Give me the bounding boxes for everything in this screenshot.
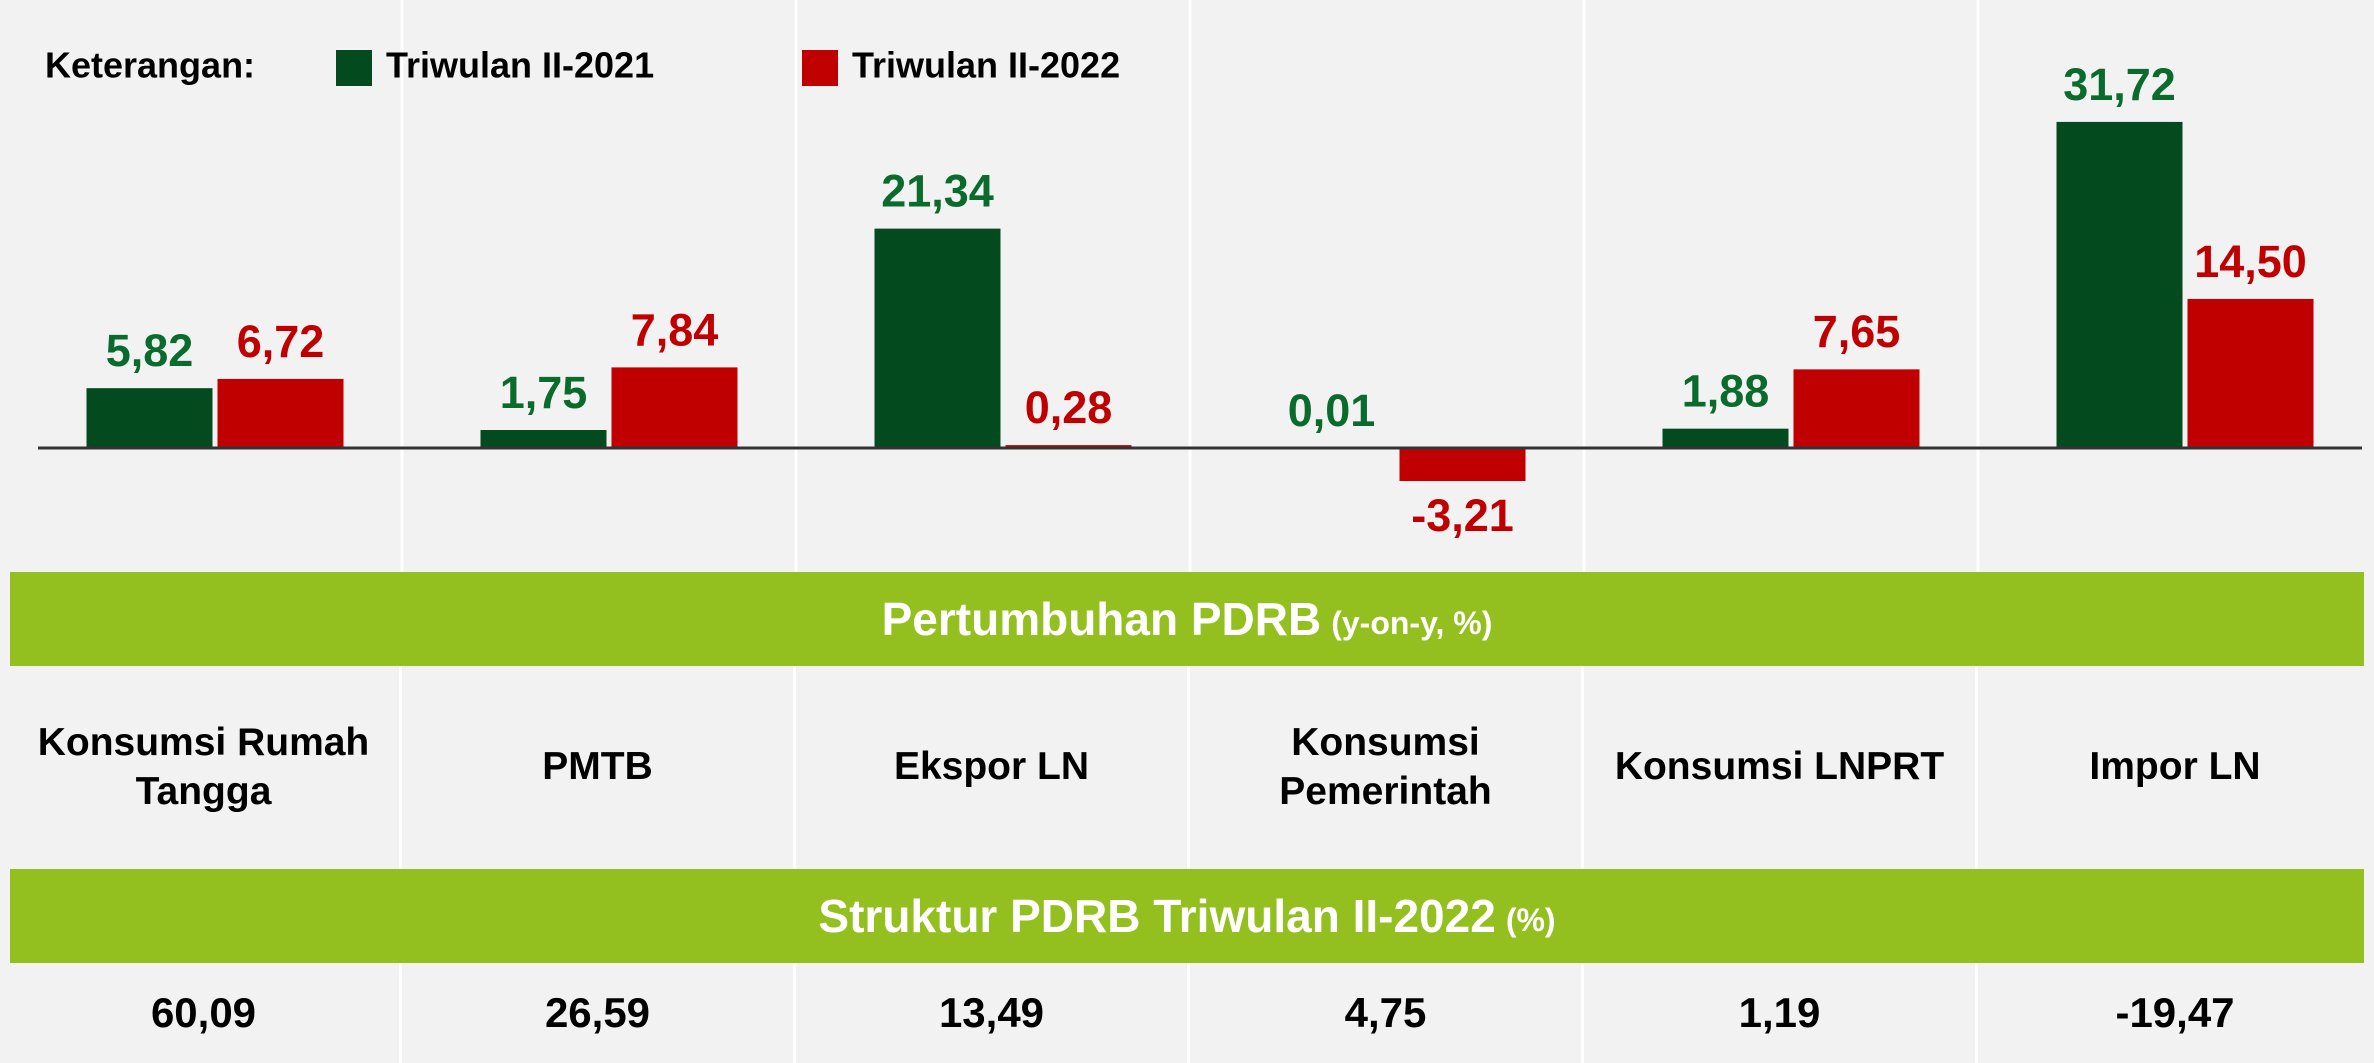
- bar: [480, 430, 607, 448]
- structure-value-text: 26,59: [544, 989, 651, 1036]
- growth-unit: (y-on-y, %): [1331, 604, 1493, 641]
- category-label-text: Ekspor LN: [893, 745, 1090, 789]
- structure-value-text: 13,49: [938, 989, 1045, 1036]
- structure-value-text: 4,75: [1344, 989, 1427, 1036]
- legend-swatch: [802, 50, 838, 86]
- category-label-text: Konsumsi Pemerintah: [1279, 720, 1492, 813]
- structure-value-text: 1,19: [1738, 989, 1821, 1036]
- value-label: 1,88: [1682, 366, 1770, 417]
- value-label: 1,75: [500, 367, 588, 418]
- bar: [611, 367, 738, 448]
- bar: [1662, 428, 1789, 448]
- category-label-text: Impor LN: [2089, 745, 2261, 789]
- category-label: Impor LN: [1978, 666, 2372, 869]
- structure-value: 4,75: [1190, 963, 1584, 1063]
- category-label: Ekspor LN: [796, 666, 1190, 869]
- structure-value: 60,09: [8, 963, 402, 1063]
- structure-value: 26,59: [402, 963, 796, 1063]
- chart: Keterangan: Triwulan II-2021 Triwulan II-2…: [38, 0, 2362, 572]
- value-label: 0,28: [1025, 382, 1113, 433]
- structure-value: 1,19: [1584, 963, 1978, 1063]
- value-label: -3,21: [1411, 490, 1514, 541]
- value-label: 5,82: [106, 325, 194, 376]
- bar: [874, 228, 1001, 448]
- value-label: 21,34: [881, 166, 994, 217]
- structure-unit: (%): [1505, 901, 1556, 938]
- value-label: 6,72: [237, 316, 325, 367]
- category-label-text: Konsumsi LNPRT: [1614, 745, 1945, 789]
- growth-title: Pertumbuhan PDRB: [881, 593, 1322, 645]
- category-label-text: PMTB: [542, 745, 653, 789]
- bar: [217, 378, 344, 448]
- category-label-text: Konsumsi Rumah Tangga: [37, 720, 370, 813]
- bar: [86, 388, 213, 448]
- legend-swatch: [336, 50, 372, 86]
- structure-value-text: 60,09: [150, 989, 257, 1036]
- value-label: 0,01: [1288, 385, 1376, 436]
- structure-value: -19,47: [1978, 963, 2372, 1063]
- category-label: Konsumsi Pemerintah: [1190, 666, 1584, 869]
- legend-label: Triwulan II-2022: [852, 45, 1120, 86]
- growth-banner: Pertumbuhan PDRB (y-on-y, %): [10, 572, 2364, 666]
- bar: [2056, 121, 2183, 448]
- value-label: 14,50: [2194, 236, 2307, 287]
- bar: [1793, 369, 1920, 448]
- legend-title: Keterangan:: [45, 45, 255, 86]
- bar: [1399, 448, 1526, 481]
- category-row: Konsumsi Rumah Tangga PMTB Ekspor LN Konsum…: [8, 666, 2372, 869]
- value-label: 31,72: [2063, 59, 2176, 110]
- structure-row: 60,09 26,59 13,49 4,75 1,19 -19,47: [8, 963, 2372, 1063]
- value-label: 7,84: [631, 304, 719, 355]
- bar: [2187, 298, 2314, 448]
- structure-banner: Struktur PDRB Triwulan II-2022 (%): [10, 869, 2364, 963]
- structure-title: Struktur PDRB Triwulan II-2022: [818, 890, 1496, 942]
- value-label: 7,65: [1813, 306, 1901, 357]
- structure-value-text: -19,47: [2115, 989, 2235, 1036]
- category-label: Konsumsi LNPRT: [1584, 666, 1978, 869]
- legend-label: Triwulan II-2021: [386, 45, 654, 86]
- category-label: Konsumsi Rumah Tangga: [8, 666, 402, 869]
- structure-value: 13,49: [796, 963, 1190, 1063]
- category-label: PMTB: [402, 666, 796, 869]
